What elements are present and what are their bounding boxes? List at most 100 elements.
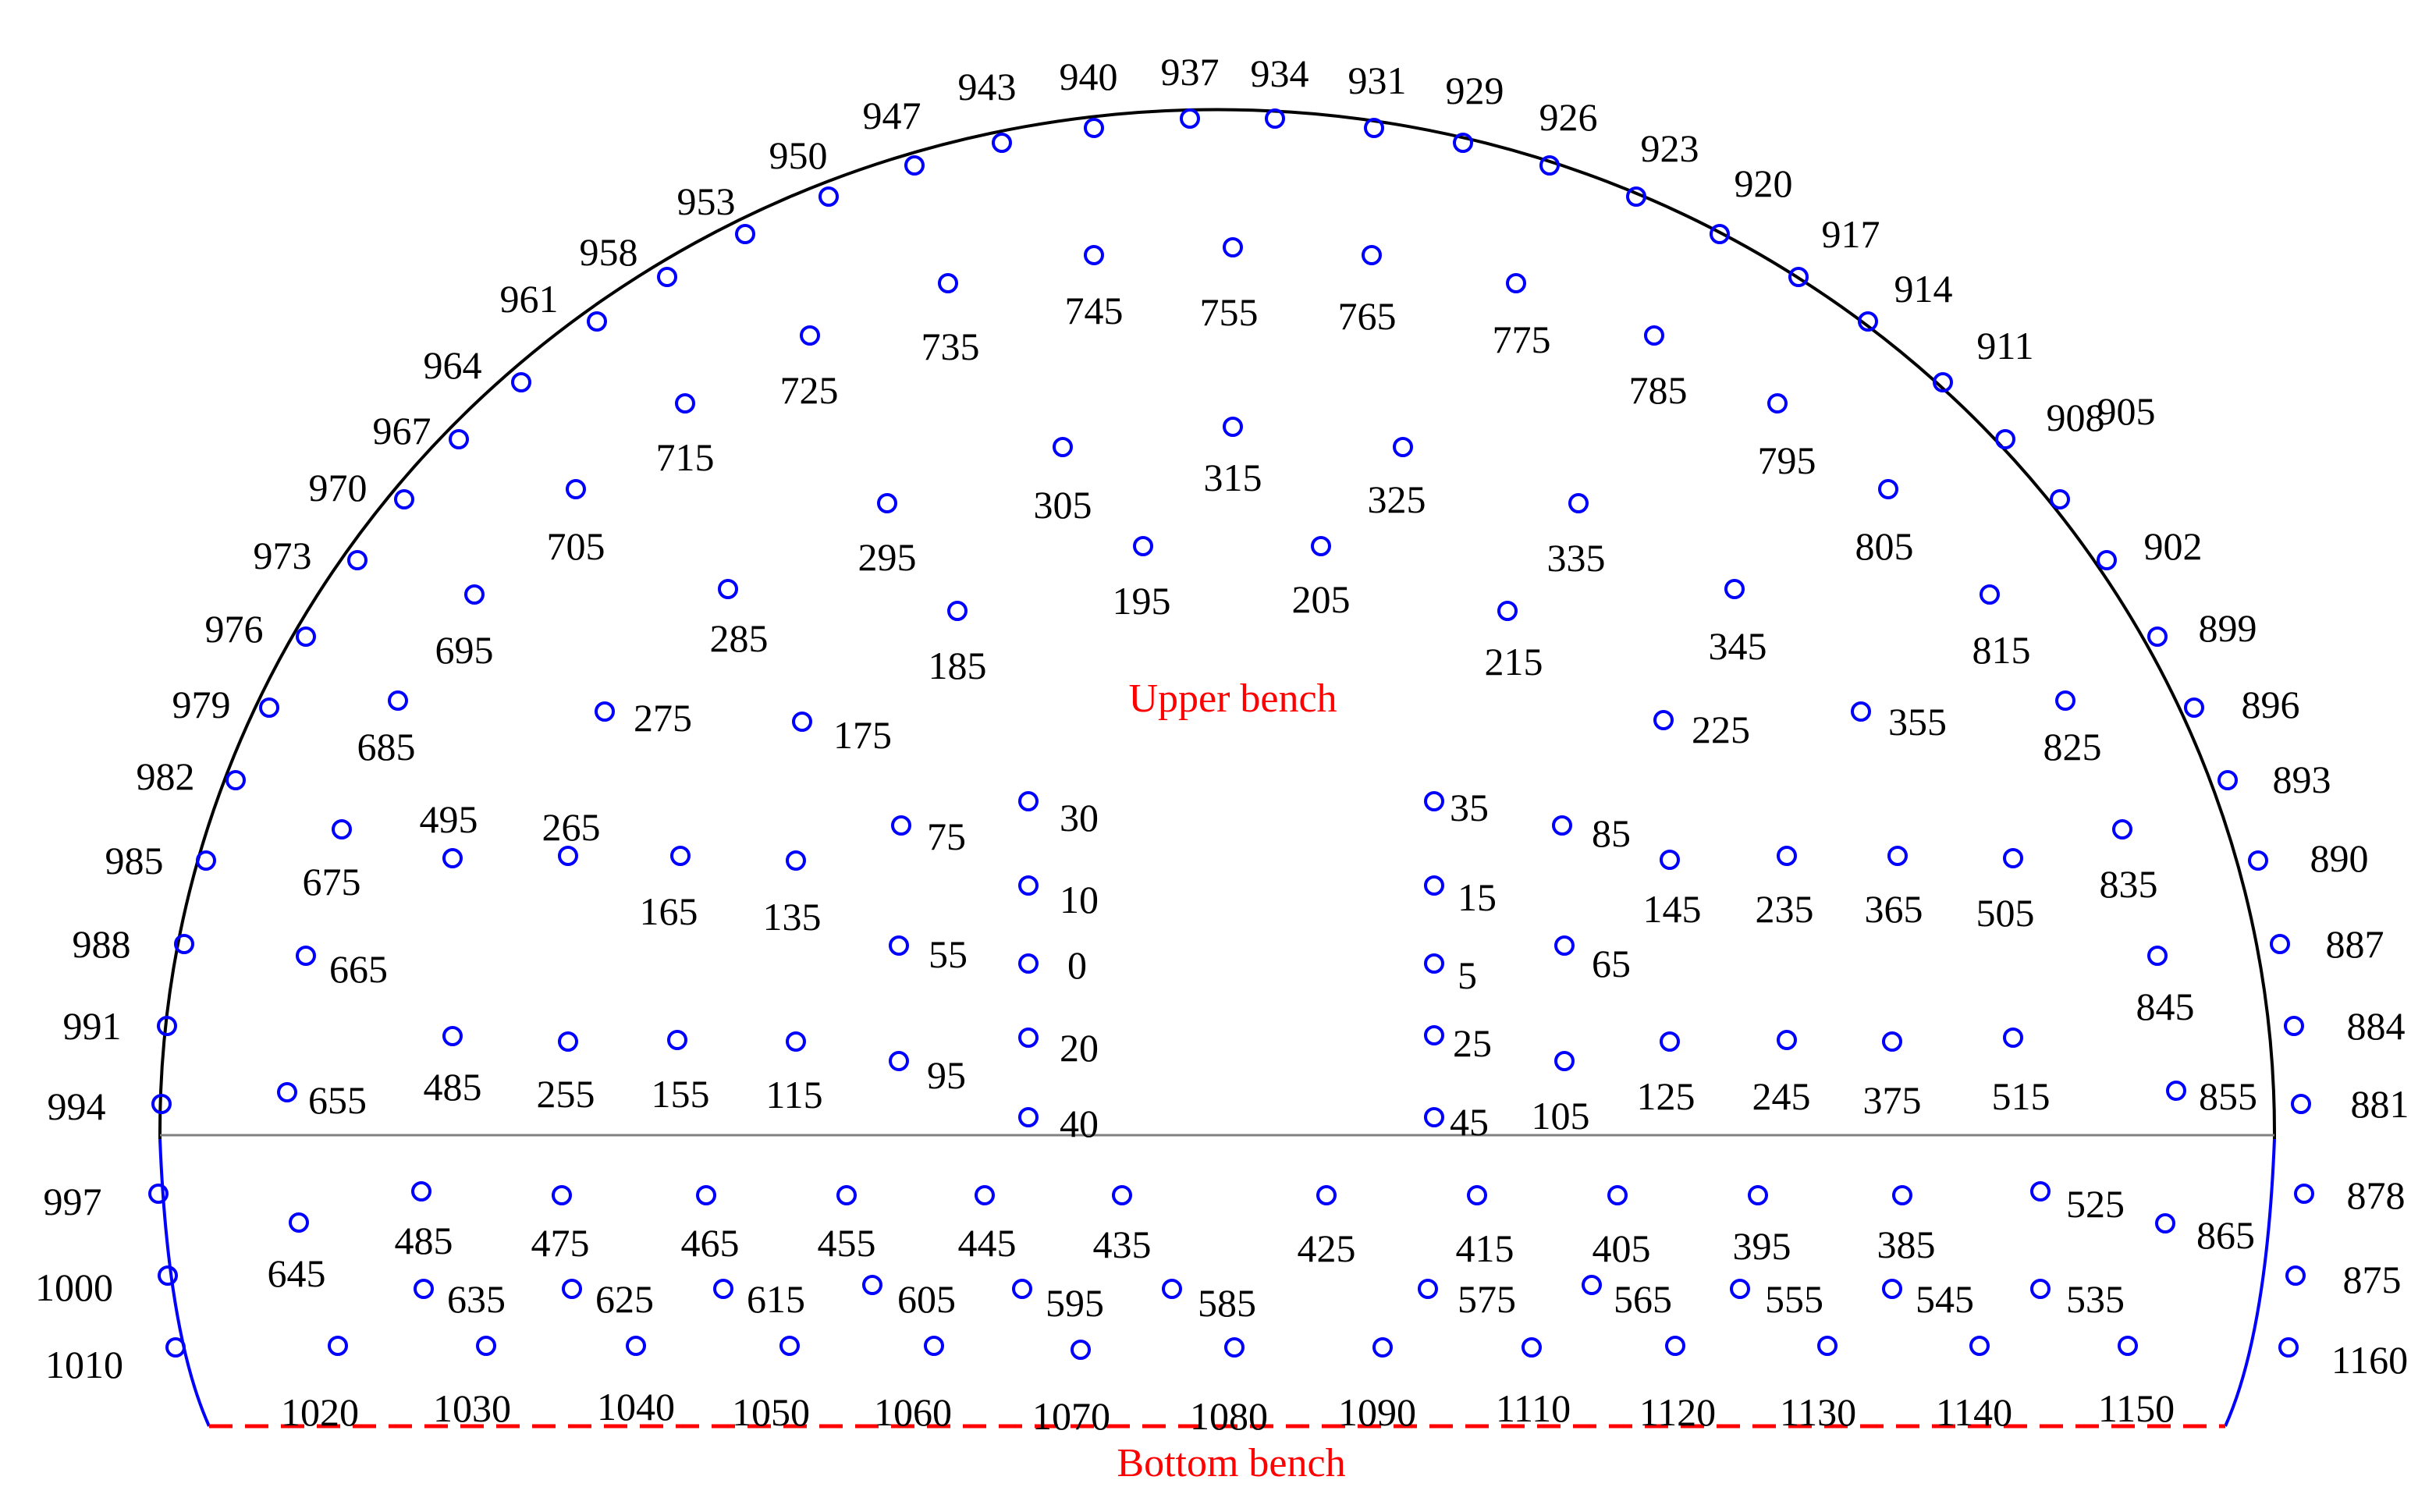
blast-hole: 1020: [281, 1336, 359, 1434]
blast-hole: 345: [1709, 579, 1767, 668]
hole-label: 878: [2347, 1173, 2406, 1217]
bottom-bench-label: Bottom bench: [1117, 1441, 1345, 1485]
hole-marker: [2118, 1336, 2138, 1356]
hole-label: 35: [1450, 786, 1489, 829]
blast-hole: 982: [137, 754, 246, 798]
hole-label: 940: [1060, 55, 1118, 98]
hole-marker: [165, 1337, 186, 1358]
blast-hole: 725: [780, 325, 839, 412]
hole-label: 125: [1637, 1074, 1696, 1118]
hole-label: 655: [308, 1078, 367, 1122]
blast-hole: 295: [858, 493, 917, 579]
hole-label: 245: [1752, 1074, 1811, 1118]
blast-hole: 25: [1424, 1021, 1492, 1065]
blast-hole: 1030: [433, 1336, 511, 1430]
hole-marker: [2278, 1337, 2299, 1358]
blast-hole: 890: [2248, 836, 2369, 880]
hole-marker: [2294, 1184, 2314, 1204]
blast-hole: 937: [1161, 50, 1220, 129]
blast-hole: 765: [1338, 245, 1397, 338]
hole-marker: [1162, 1279, 1182, 1299]
hole-marker: [1018, 1028, 1039, 1048]
hole-label: 95: [927, 1053, 966, 1097]
blast-hole: 1070: [1032, 1340, 1110, 1438]
hole-marker: [2003, 848, 2023, 868]
hole-label: 265: [542, 805, 601, 849]
hole-marker: [332, 819, 352, 839]
hole-marker: [891, 815, 911, 836]
blast-hole: 195: [1113, 536, 1171, 623]
blast-hole: 105: [1532, 1051, 1590, 1138]
tunnel-outline: [158, 108, 2276, 1429]
hole-marker: [2055, 690, 2075, 711]
blast-hole: 315: [1204, 417, 1262, 499]
blast-hole: 970: [309, 466, 414, 509]
hole-label: 225: [1692, 708, 1750, 751]
hole-label: 1110: [1496, 1386, 1571, 1430]
hole-marker: [2030, 1181, 2051, 1201]
blast-hole: 887: [2270, 922, 2384, 966]
blast-hole: 908: [1995, 396, 2105, 449]
hole-label: 902: [2144, 524, 2203, 568]
blast-hole: 40: [1018, 1102, 1099, 1145]
hole-label: 635: [447, 1277, 506, 1321]
hole-label: 982: [137, 754, 195, 798]
hole-marker: [1393, 437, 1413, 457]
hole-label: 75: [927, 815, 966, 858]
hole-label: 953: [677, 179, 736, 223]
hole-label: 997: [44, 1180, 102, 1223]
hole-marker: [1372, 1337, 1393, 1358]
blast-hole: 365: [1865, 846, 1923, 931]
hole-label: 881: [2351, 1082, 2409, 1126]
hole-marker: [1582, 1275, 1602, 1295]
blast-hole: 1010: [45, 1337, 186, 1386]
blast-hole: 815: [1972, 584, 2031, 672]
hole-label: 775: [1493, 318, 1551, 361]
hole-label: 525: [2066, 1182, 2125, 1226]
blast-hole: 145: [1643, 850, 1702, 931]
blast-hole: 65: [1554, 935, 1631, 985]
blast-hole: 665: [296, 946, 388, 991]
blast-hole: 45: [1424, 1100, 1489, 1144]
blast-hole: 1080: [1190, 1337, 1268, 1438]
hole-label: 1140: [1936, 1390, 2012, 1434]
hole-marker: [225, 770, 246, 790]
hole-marker: [1018, 875, 1039, 896]
hole-marker: [2270, 934, 2290, 954]
hole-marker: [2050, 489, 2070, 509]
blast-hole: 994: [48, 1084, 172, 1128]
hole-label: 755: [1200, 290, 1259, 334]
hole-marker: [442, 1026, 463, 1046]
hole-marker: [1018, 791, 1039, 811]
hole-marker: [1053, 437, 1073, 457]
hole-marker: [1223, 237, 1243, 257]
blast-hole: 953: [677, 179, 755, 244]
hole-marker: [2291, 1094, 2311, 1114]
hole-label: 15: [1458, 875, 1497, 919]
hole-marker: [1665, 1336, 1685, 1356]
hole-marker: [277, 1082, 297, 1102]
hole-marker: [889, 1051, 909, 1071]
hole-label: 285: [710, 616, 769, 660]
hole-marker: [2112, 819, 2132, 839]
blast-hole: 55: [889, 932, 968, 976]
hole-marker: [626, 1336, 646, 1356]
blast-hole: 235: [1756, 846, 1814, 931]
hole-marker: [1362, 245, 1382, 265]
blast-hole: 917: [1788, 212, 1880, 287]
hole-marker: [151, 1094, 172, 1114]
blast-hole: 805: [1855, 479, 1914, 568]
hole-marker: [196, 850, 216, 871]
upper-bench-label: Upper bench: [1128, 676, 1337, 721]
blast-hole: 705: [547, 479, 605, 568]
hole-label: 896: [2242, 683, 2300, 726]
hole-label: 195: [1113, 579, 1171, 623]
hole-marker: [296, 626, 316, 647]
blast-hole: 225: [1653, 708, 1750, 751]
hole-label: 1150: [2098, 1386, 2175, 1430]
hole-marker: [1453, 133, 1473, 153]
blast-hole: 950: [769, 133, 839, 207]
blast-hole: 375: [1863, 1031, 1922, 1122]
hole-marker: [786, 850, 806, 871]
